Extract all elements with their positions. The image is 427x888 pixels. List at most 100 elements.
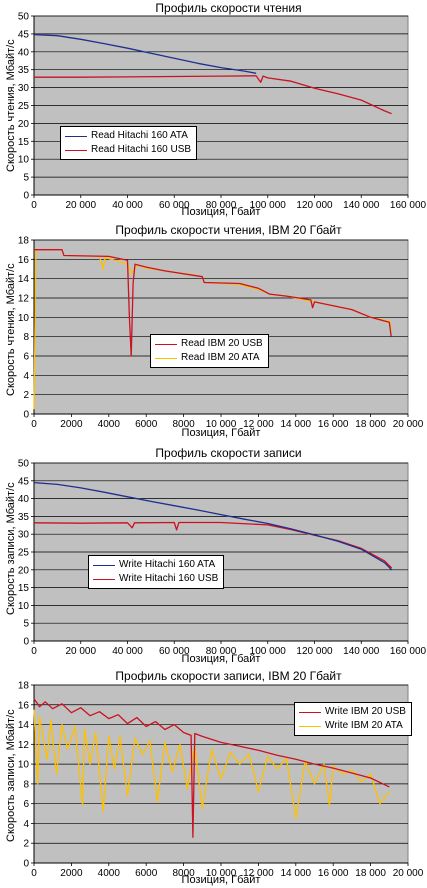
legend-label: Write IBM 20 USB xyxy=(325,706,406,717)
x-tick-label: 60 000 xyxy=(159,200,190,211)
x-tick-label: 8000 xyxy=(172,868,195,879)
y-tick-label: 8 xyxy=(23,332,29,343)
legend-label: Read IBM 20 USB xyxy=(181,338,263,349)
y-tick-label: 12 xyxy=(18,294,30,305)
legend: Write Hitachi 160 ATA Write Hitachi 160 … xyxy=(88,555,225,589)
x-tick-label: 60 000 xyxy=(159,646,190,657)
y-tick-label: 10 xyxy=(18,601,30,612)
legend: Read Hitachi 160 ATA Read Hitachi 160 US… xyxy=(60,126,198,160)
legend-item: Read IBM 20 ATA xyxy=(155,351,263,365)
x-tick-label: 4000 xyxy=(98,419,121,430)
x-tick-label: 12 000 xyxy=(243,419,274,430)
x-tick-label: 20 000 xyxy=(65,200,96,211)
legend-item: Write IBM 20 ATA xyxy=(299,719,406,733)
legend-label: Read IBM 20 ATA xyxy=(181,352,260,363)
legend-label: Write IBM 20 ATA xyxy=(325,720,403,731)
x-tick-label: 40 000 xyxy=(112,646,143,657)
y-tick-label: 4 xyxy=(23,819,29,830)
y-tick-label: 18 xyxy=(18,681,30,692)
chart-title: Профиль скорости записи, IBM 20 Гбайт xyxy=(115,669,342,683)
y-tick-label: 0 xyxy=(23,410,29,421)
y-tick-label: 14 xyxy=(18,274,30,285)
y-tick-label: 25 xyxy=(18,548,30,559)
x-tick-label: 16 000 xyxy=(318,419,349,430)
series-line xyxy=(33,33,257,74)
y-tick-label: 16 xyxy=(18,255,30,266)
y-tick-label: 18 xyxy=(18,236,30,247)
chart-title: Профиль скорости чтения xyxy=(155,1,302,15)
y-tick-label: 2 xyxy=(23,390,29,401)
chart-title: Профиль скорости чтения, IBM 20 Гбайт xyxy=(115,223,342,237)
legend-swatch xyxy=(299,725,321,727)
chart-read-ibm-plot: 0 2 4 6 8 10 12 14 16 18 0 2000 4000 6000 8000 10 000 12… xyxy=(18,236,424,431)
y-tick-label: 8 xyxy=(23,779,29,790)
y-tick-label: 2 xyxy=(23,839,29,850)
y-tick-label: 10 xyxy=(18,155,30,166)
y-tick-label: 30 xyxy=(18,83,30,94)
legend-item: Read IBM 20 USB xyxy=(155,337,263,351)
x-axis-label: Позиция, Гбайт xyxy=(181,653,261,665)
x-tick-label: 6000 xyxy=(135,419,158,430)
x-tick-label: 12 000 xyxy=(243,868,274,879)
series-line xyxy=(33,481,393,571)
x-tick-label: 16 000 xyxy=(318,868,349,879)
y-tick-label: 50 xyxy=(18,459,30,470)
x-tick-label: 0 xyxy=(31,646,37,657)
y-tick-label: 45 xyxy=(18,29,30,40)
x-tick-label: 2000 xyxy=(60,868,83,879)
legend-item: Write Hitachi 160 USB xyxy=(93,572,218,586)
y-axis-label: Скорость чтения, Мбайт/с xyxy=(5,39,17,172)
y-tick-label: 45 xyxy=(18,476,30,487)
x-tick-label: 0 xyxy=(31,200,37,211)
legend-item: Write Hitachi 160 ATA xyxy=(93,558,218,572)
legend-item: Write IBM 20 USB xyxy=(299,705,406,719)
x-tick-label: 18 000 xyxy=(355,868,386,879)
x-tick-label: 18 000 xyxy=(355,419,386,430)
legend-label: Read Hitachi 160 USB xyxy=(91,144,192,155)
legend-label: Write Hitachi 160 ATA xyxy=(119,559,216,570)
y-tick-label: 0 xyxy=(23,637,29,648)
x-tick-label: 100 000 xyxy=(250,200,287,211)
y-tick-label: 14 xyxy=(18,720,30,731)
series-line xyxy=(33,521,393,569)
chart-write-ibm: 0 2 4 6 8 10 12 14 16 18 0 2000 4000 6000 8000 10 000 12… xyxy=(0,668,427,888)
x-tick-label: 10 000 xyxy=(206,419,237,430)
y-tick-label: 30 xyxy=(18,530,30,541)
y-tick-label: 0 xyxy=(23,859,29,870)
x-tick-label: 80 000 xyxy=(206,646,237,657)
chart-write-hitachi-plot: 0 5 10 15 20 25 30 35 40 45 50 0 20 000 40 000 60 000 8… xyxy=(18,459,427,658)
y-tick-label: 10 xyxy=(18,760,30,771)
x-tick-label: 100 000 xyxy=(250,646,287,657)
legend-swatch xyxy=(299,711,321,713)
y-tick-label: 35 xyxy=(18,512,30,523)
x-tick-label: 80 000 xyxy=(206,200,237,211)
x-tick-label: 140 000 xyxy=(343,200,380,211)
y-tick-label: 15 xyxy=(18,583,30,594)
chart-read-hitachi: 0 5 10 15 20 25 30 35 40 45 50 0 20 000 40 000 60 000 8… xyxy=(0,0,427,220)
y-tick-label: 5 xyxy=(23,173,29,184)
y-axis-label: Скорость записи, Мбайт/с xyxy=(5,709,17,842)
legend-swatch xyxy=(155,343,177,345)
legend-swatch xyxy=(155,357,177,359)
series-line xyxy=(34,249,392,357)
y-tick-label: 4 xyxy=(23,371,29,382)
x-tick-label: 120 000 xyxy=(296,646,333,657)
x-tick-label: 160 000 xyxy=(390,200,427,211)
y-tick-label: 15 xyxy=(18,137,30,148)
legend-item: Read Hitachi 160 USB xyxy=(65,143,191,157)
chart-write-ibm-plot: 0 2 4 6 8 10 12 14 16 18 0 2000 4000 6000 8000 10 000 12… xyxy=(18,681,424,880)
legend: Write IBM 20 USB Write IBM 20 ATA xyxy=(294,702,412,736)
legend: Read IBM 20 USB Read IBM 20 ATA xyxy=(150,334,269,368)
y-tick-label: 0 xyxy=(23,191,29,202)
y-tick-label: 25 xyxy=(18,101,30,112)
legend-swatch xyxy=(65,149,87,151)
x-tick-label: 8000 xyxy=(172,419,195,430)
x-tick-label: 6000 xyxy=(135,868,158,879)
legend-swatch xyxy=(65,135,87,137)
y-tick-label: 20 xyxy=(18,119,30,130)
legend-label: Write Hitachi 160 USB xyxy=(119,573,219,584)
x-axis-label: Позиция, Гбайт xyxy=(181,874,261,886)
x-tick-label: 14 000 xyxy=(281,419,312,430)
x-tick-label: 4000 xyxy=(98,868,121,879)
chart-write-hitachi: 0 5 10 15 20 25 30 35 40 45 50 0 20 000 40 000 60 000 8… xyxy=(0,445,427,667)
